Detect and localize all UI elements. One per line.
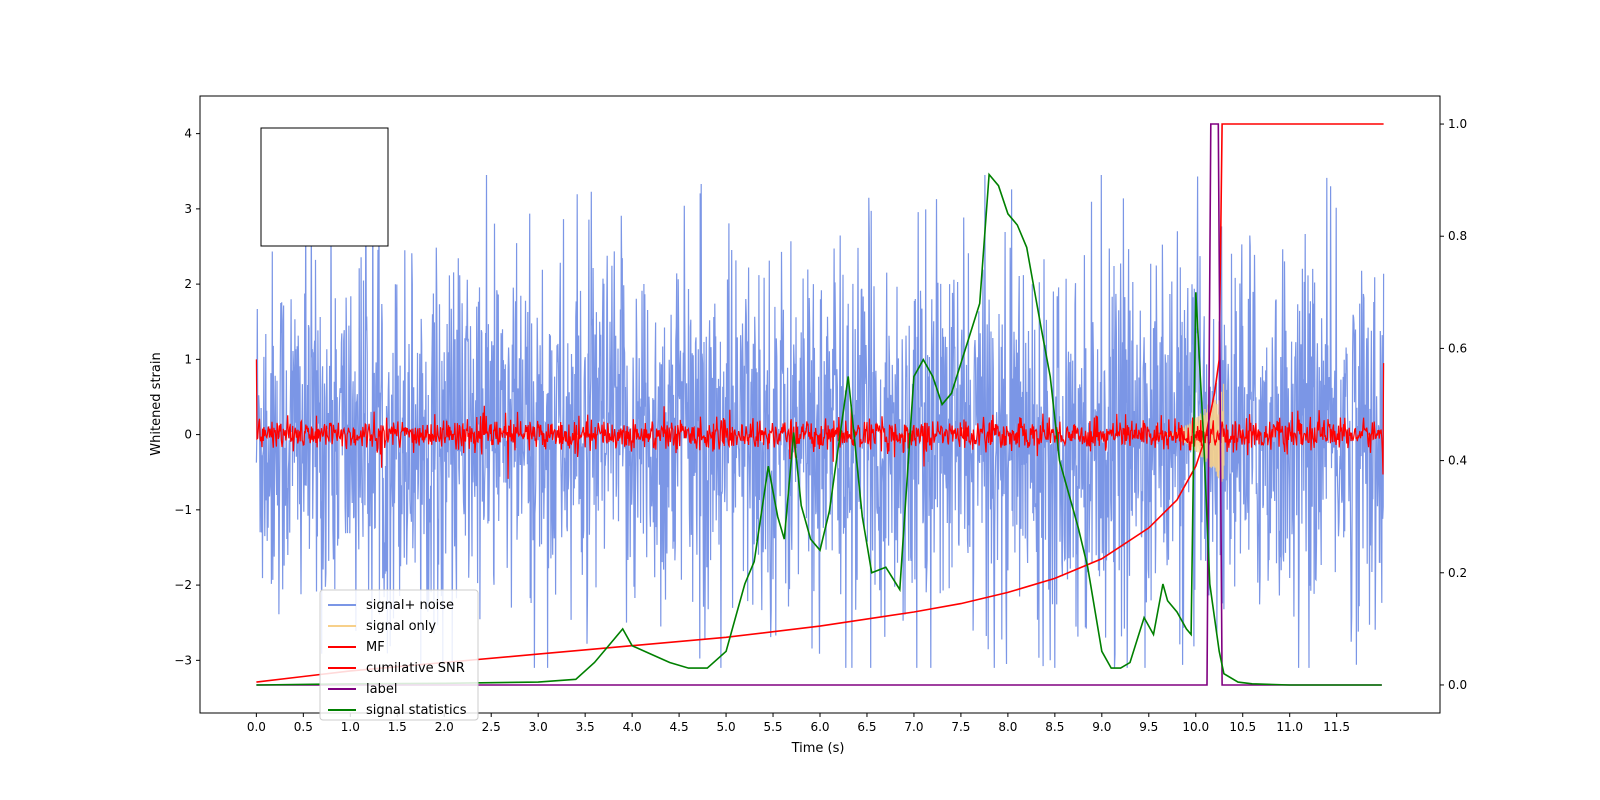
x-tick-label: 0.0 [247,720,266,734]
x-tick-label: 1.5 [388,720,407,734]
x-tick-label: 9.5 [1139,720,1158,734]
x-tick-label: 0.5 [294,720,313,734]
y-axis-label: Whitened strain [149,352,164,455]
x-tick-label: 6.0 [810,720,829,734]
legend-entry: signal statistics [366,703,467,718]
x-tick-label: 8.0 [998,720,1017,734]
y-tick-label-left: 3 [184,202,192,216]
x-tick-label: 11.0 [1276,720,1303,734]
y-tick-label-left: 1 [184,352,192,366]
y-tick-label-left: 4 [184,127,192,141]
x-tick-label: 5.0 [717,720,736,734]
y-tick-label-left: −3 [174,653,192,667]
x-tick-label: 7.5 [951,720,970,734]
y-tick-label-right: 0.4 [1448,454,1467,468]
x-tick-label: 10.5 [1229,720,1256,734]
y-axis-left: −3 −2 −1 0 1 2 3 4 [174,127,200,667]
x-tick-label: 2.0 [435,720,454,734]
x-tick-label: 6.5 [857,720,876,734]
y-tick-label-left: 0 [184,428,192,442]
x-tick-label: 1.0 [341,720,360,734]
series-5-line [256,172,1382,686]
legend-entry: label [366,682,397,697]
y-tick-label-right: 0.6 [1448,341,1467,355]
x-tick-label: 2.5 [482,720,501,734]
x-tick-label: 5.5 [763,720,782,734]
series-2-line [255,359,1385,479]
y-tick-label-left: −2 [174,578,192,592]
x-tick-label: 8.5 [1045,720,1064,734]
series-4-line [256,123,1382,686]
y-tick-label-right: 0.0 [1448,678,1467,692]
x-tick-label: 7.0 [904,720,923,734]
y-tick-label-right: 1.0 [1448,117,1467,131]
series-0-line [255,174,1385,668]
annotation-box-frame [260,127,389,247]
legend-entry: cumilative SNR [366,661,465,676]
legend-entry: signal only [366,619,436,634]
y-axis-right: 0.0 0.2 0.4 0.6 0.8 1.0 [1440,117,1467,692]
x-tick-label: 11.5 [1323,720,1350,734]
x-axis: 0.0 0.5 1.0 1.5 2.0 2.5 3.0 3.5 4.0 4.5 5.0 5.5 6.0 6… [247,713,1350,734]
x-tick-label: 4.5 [670,720,689,734]
x-tick-label: 9.0 [1092,720,1111,734]
x-tick-label: 10.0 [1182,720,1209,734]
legend-frame [319,589,479,721]
x-axis-label: Time (s) [791,741,845,756]
legend-entry: MF [366,640,385,655]
y-tick-label-left: 2 [184,277,192,291]
y-tick-label-left: −1 [174,503,192,517]
y-tick-label-right: 0.2 [1448,566,1467,580]
legend-entry: signal+ noise [366,598,454,613]
x-tick-label: 3.5 [576,720,595,734]
legend: signal+ noise signal only MF cumilative SNR… [319,589,479,721]
x-tick-label: 4.0 [623,720,642,734]
x-tick-label: 3.0 [529,720,548,734]
annotation-box: SNRopt=8.55Mc=21.86SNRMF=[9.46]CSNR=8.55… [260,127,389,247]
y-tick-label-right: 0.8 [1448,229,1467,243]
